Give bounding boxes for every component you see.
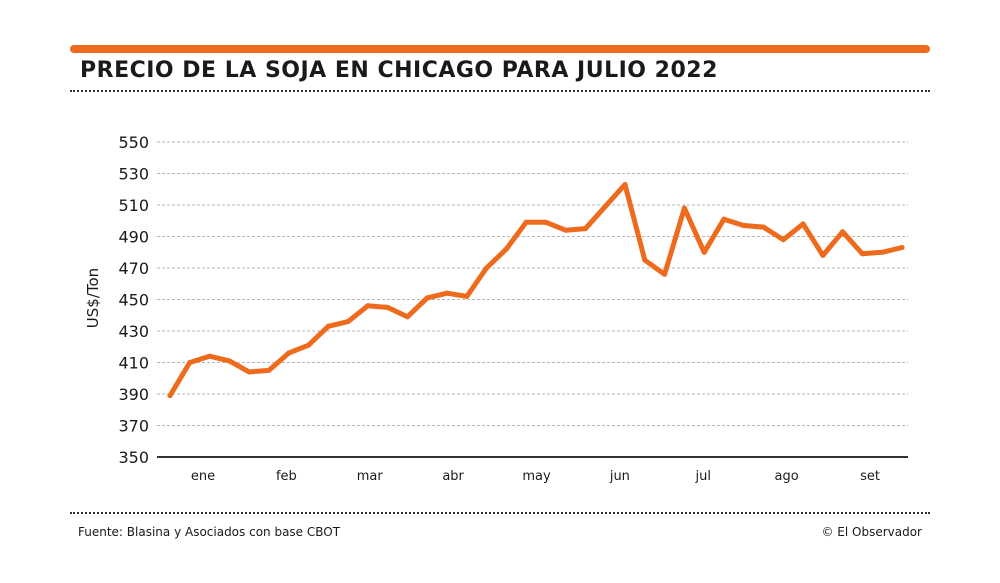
y-tick-label: 410 — [118, 354, 149, 373]
data-point — [207, 353, 213, 359]
data-point — [305, 342, 311, 348]
data-point — [780, 237, 786, 243]
publisher-credit: © El Observador — [821, 525, 922, 539]
data-point — [820, 252, 826, 258]
data-point — [721, 216, 727, 222]
x-tick-label: abr — [442, 469, 464, 484]
y-tick-label: 430 — [118, 322, 149, 341]
x-tick-label: ago — [775, 469, 799, 484]
x-tick-label: ene — [191, 469, 215, 484]
y-tick-label: 450 — [118, 291, 149, 310]
data-point — [840, 229, 846, 235]
data-point — [286, 350, 292, 356]
y-tick-label: 370 — [118, 417, 149, 436]
data-point — [543, 219, 549, 225]
data-point — [444, 290, 450, 296]
data-point — [523, 219, 529, 225]
data-point — [800, 221, 806, 227]
y-tick-label: 530 — [118, 165, 149, 184]
series-line-precio — [167, 182, 905, 399]
top-accent-bar — [70, 45, 930, 53]
x-tick-labels: ene feb mar abr may jun jul ago set — [191, 469, 880, 484]
data-point — [761, 224, 767, 230]
data-point — [582, 226, 588, 232]
x-tick-label: jun — [609, 469, 630, 484]
data-point — [404, 314, 410, 320]
data-point — [602, 204, 608, 210]
data-point — [246, 369, 252, 375]
chart-title: PRECIO DE LA SOJA EN CHICAGO PARA JULIO … — [80, 58, 718, 83]
y-tick-label: 470 — [118, 259, 149, 278]
data-points — [167, 182, 905, 399]
y-tick-label: 490 — [118, 228, 149, 247]
data-point — [484, 265, 490, 271]
data-point — [266, 367, 272, 373]
footer-divider — [70, 512, 930, 514]
data-point — [701, 249, 707, 255]
data-point — [642, 257, 648, 263]
data-point — [325, 323, 331, 329]
data-point — [563, 227, 569, 233]
source-note: Fuente: Blasina y Asociados con base CBO… — [78, 525, 341, 539]
data-point — [345, 319, 351, 325]
grid-lines — [157, 141, 908, 458]
data-point — [879, 249, 885, 255]
series-layer — [167, 182, 905, 399]
y-axis-label: US$/Ton — [84, 268, 102, 328]
x-tick-label: mar — [357, 469, 384, 484]
data-point — [622, 182, 628, 188]
x-tick-label: jul — [695, 469, 711, 484]
data-point — [385, 304, 391, 310]
y-tick-label: 390 — [118, 385, 149, 404]
data-point — [681, 205, 687, 211]
x-tick-label: may — [522, 469, 551, 484]
data-point — [424, 295, 430, 301]
y-tick-labels: 350 370 390 410 430 450 470 490 510 530 550 — [118, 133, 149, 467]
data-point — [464, 293, 470, 299]
y-tick-label: 550 — [118, 133, 149, 152]
data-point — [226, 358, 232, 364]
data-point — [741, 222, 747, 228]
data-point — [662, 271, 668, 277]
data-point — [365, 303, 371, 309]
title-divider — [70, 90, 930, 92]
data-point — [899, 245, 905, 251]
data-point — [503, 246, 509, 252]
y-tick-label: 350 — [118, 448, 149, 467]
data-point — [167, 393, 173, 399]
y-tick-label: 510 — [118, 196, 149, 215]
x-tick-label: feb — [276, 469, 297, 484]
data-point — [187, 360, 193, 365]
x-tick-label: set — [860, 469, 880, 484]
data-point — [859, 251, 865, 257]
